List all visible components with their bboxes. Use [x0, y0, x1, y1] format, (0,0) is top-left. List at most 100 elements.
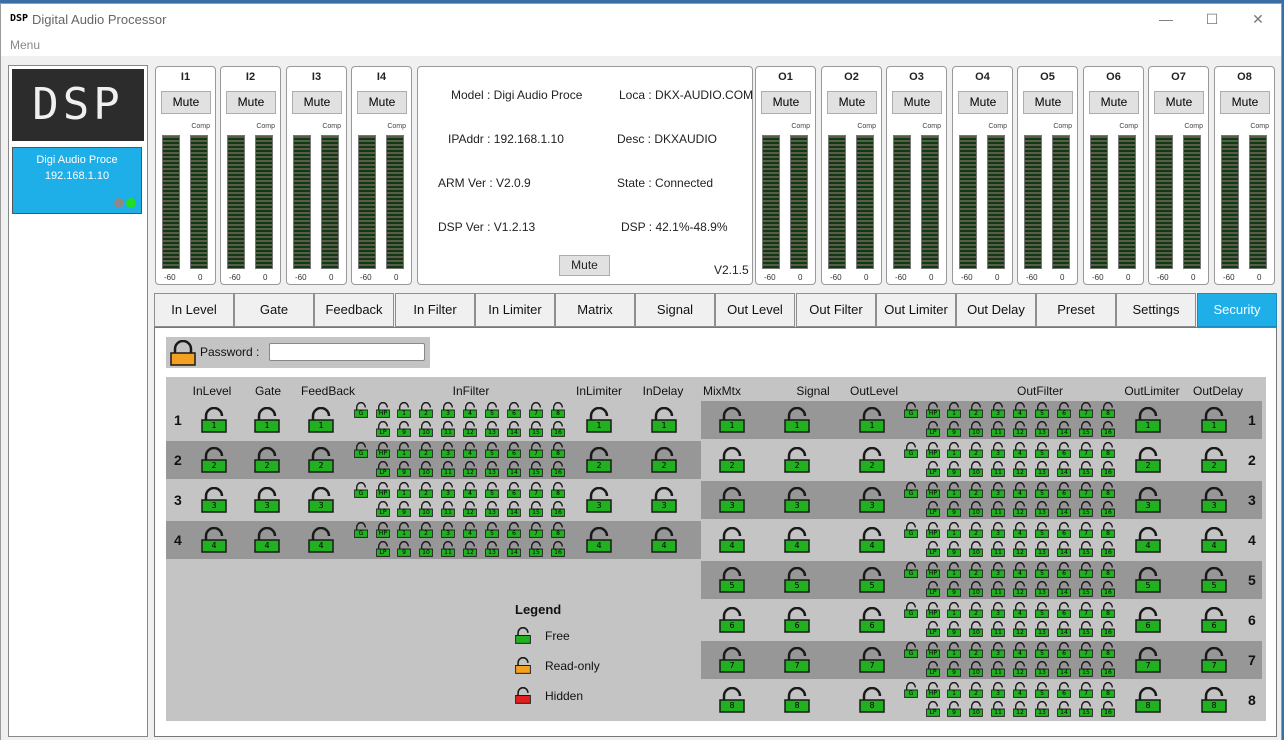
- lock-mixmtx-5[interactable]: 5: [719, 567, 745, 593]
- lock-outfilter-top-8[interactable]: 3: [991, 682, 1005, 698]
- tab-matrix[interactable]: Matrix: [555, 293, 635, 327]
- lock-outfilter-top-6[interactable]: 7: [1079, 602, 1093, 618]
- lock-outfilter-bottom-8[interactable]: 13: [1035, 701, 1049, 717]
- lock-outfilter-top-4[interactable]: 6: [1057, 522, 1071, 538]
- lock-outfilter-bottom-6[interactable]: 9: [947, 621, 961, 637]
- lock-signal-5[interactable]: 5: [784, 567, 810, 593]
- lock-outfilter-bottom-7[interactable]: 15: [1079, 661, 1093, 677]
- lock-inlevel-2[interactable]: 2: [201, 447, 227, 473]
- lock-infilter-top-3[interactable]: 2: [419, 482, 433, 498]
- lock-outfilter-top-7[interactable]: 2: [969, 642, 983, 658]
- lock-outfilter-top-6[interactable]: 2: [969, 602, 983, 618]
- lock-infilter-top-1[interactable]: 5: [485, 402, 499, 418]
- lock-outfilter-top-4[interactable]: 8: [1101, 522, 1115, 538]
- lock-inlevel-4[interactable]: 4: [201, 527, 227, 553]
- minimize-icon[interactable]: —: [1159, 11, 1173, 27]
- lock-outfilter-bottom-6[interactable]: 14: [1057, 621, 1071, 637]
- lock-infilter-top-2[interactable]: 5: [485, 442, 499, 458]
- lock-outfilter-bottom-2[interactable]: 12: [1013, 461, 1027, 477]
- lock-infilter-bottom-1[interactable]: LP: [376, 421, 390, 437]
- lock-outfilter-top-7[interactable]: 7: [1079, 642, 1093, 658]
- lock-outdelay-2[interactable]: 2: [1201, 447, 1227, 473]
- lock-outfilter-bottom-3[interactable]: 16: [1101, 501, 1115, 517]
- lock-outfilter-top-7[interactable]: 1: [947, 642, 961, 658]
- channel-mute-button[interactable]: Mute: [161, 91, 211, 114]
- lock-outfilter-top-1[interactable]: 1: [947, 402, 961, 418]
- tab-in-filter[interactable]: In Filter: [395, 293, 475, 327]
- lock-outfilter-bottom-1[interactable]: 9: [947, 421, 961, 437]
- lock-outfilter-top-1[interactable]: HP: [926, 402, 940, 418]
- lock-outfilter-top-3[interactable]: G: [904, 482, 918, 498]
- lock-outfilter-bottom-3[interactable]: LP: [926, 501, 940, 517]
- lock-outfilter-top-2[interactable]: 2: [969, 442, 983, 458]
- lock-outfilter-top-6[interactable]: G: [904, 602, 918, 618]
- lock-outfilter-top-7[interactable]: 8: [1101, 642, 1115, 658]
- lock-gate-3[interactable]: 3: [254, 487, 280, 513]
- lock-outfilter-bottom-5[interactable]: 15: [1079, 581, 1093, 597]
- lock-infilter-bottom-1[interactable]: 16: [551, 421, 565, 437]
- close-icon[interactable]: ✕: [1252, 11, 1264, 27]
- lock-infilter-bottom-4[interactable]: 10: [419, 541, 433, 557]
- lock-outlevel-6[interactable]: 6: [859, 607, 885, 633]
- lock-outfilter-bottom-7[interactable]: 9: [947, 661, 961, 677]
- tab-preset[interactable]: Preset: [1036, 293, 1116, 327]
- lock-mixmtx-8[interactable]: 8: [719, 687, 745, 713]
- lock-outfilter-top-7[interactable]: 3: [991, 642, 1005, 658]
- lock-outdelay-4[interactable]: 4: [1201, 527, 1227, 553]
- lock-signal-2[interactable]: 2: [784, 447, 810, 473]
- lock-outdelay-6[interactable]: 6: [1201, 607, 1227, 633]
- tab-signal[interactable]: Signal: [635, 293, 715, 327]
- lock-outfilter-bottom-2[interactable]: 15: [1079, 461, 1093, 477]
- lock-outfilter-top-8[interactable]: G: [904, 682, 918, 698]
- lock-mixmtx-2[interactable]: 2: [719, 447, 745, 473]
- lock-infilter-bottom-3[interactable]: 12: [463, 501, 477, 517]
- lock-signal-6[interactable]: 6: [784, 607, 810, 633]
- lock-inlevel-3[interactable]: 3: [201, 487, 227, 513]
- lock-outfilter-bottom-4[interactable]: 14: [1057, 541, 1071, 557]
- lock-infilter-bottom-1[interactable]: 15: [529, 421, 543, 437]
- lock-outlimiter-4[interactable]: 4: [1135, 527, 1161, 553]
- channel-mute-button[interactable]: Mute: [1023, 91, 1073, 114]
- lock-outfilter-top-6[interactable]: 8: [1101, 602, 1115, 618]
- lock-infilter-bottom-4[interactable]: 12: [463, 541, 477, 557]
- lock-infilter-top-3[interactable]: 7: [529, 482, 543, 498]
- channel-mute-button[interactable]: Mute: [1154, 91, 1204, 114]
- lock-outfilter-top-2[interactable]: G: [904, 442, 918, 458]
- lock-outdelay-3[interactable]: 3: [1201, 487, 1227, 513]
- lock-outfilter-top-7[interactable]: G: [904, 642, 918, 658]
- lock-feedback-4[interactable]: 4: [308, 527, 334, 553]
- lock-outfilter-bottom-5[interactable]: 16: [1101, 581, 1115, 597]
- lock-infilter-bottom-4[interactable]: 13: [485, 541, 499, 557]
- lock-mixmtx-4[interactable]: 4: [719, 527, 745, 553]
- lock-outfilter-top-5[interactable]: HP: [926, 562, 940, 578]
- lock-outfilter-bottom-8[interactable]: 12: [1013, 701, 1027, 717]
- lock-infilter-top-2[interactable]: 8: [551, 442, 565, 458]
- lock-outfilter-top-6[interactable]: 6: [1057, 602, 1071, 618]
- lock-outfilter-bottom-6[interactable]: 12: [1013, 621, 1027, 637]
- lock-outfilter-top-2[interactable]: 7: [1079, 442, 1093, 458]
- lock-outfilter-bottom-8[interactable]: 14: [1057, 701, 1071, 717]
- lock-outlimiter-1[interactable]: 1: [1135, 407, 1161, 433]
- tab-settings[interactable]: Settings: [1116, 293, 1196, 327]
- lock-outfilter-top-4[interactable]: 5: [1035, 522, 1049, 538]
- lock-outfilter-bottom-7[interactable]: LP: [926, 661, 940, 677]
- lock-outfilter-bottom-2[interactable]: 9: [947, 461, 961, 477]
- device-card[interactable]: Digi Audio Proce 192.168.1.10: [12, 147, 142, 214]
- lock-infilter-top-3[interactable]: 1: [397, 482, 411, 498]
- lock-outfilter-bottom-5[interactable]: 13: [1035, 581, 1049, 597]
- lock-mixmtx-6[interactable]: 6: [719, 607, 745, 633]
- lock-infilter-bottom-3[interactable]: 14: [507, 501, 521, 517]
- lock-signal-1[interactable]: 1: [784, 407, 810, 433]
- lock-infilter-top-4[interactable]: HP: [376, 522, 390, 538]
- lock-infilter-bottom-2[interactable]: 12: [463, 461, 477, 477]
- lock-outfilter-bottom-1[interactable]: LP: [926, 421, 940, 437]
- lock-infilter-top-1[interactable]: 1: [397, 402, 411, 418]
- lock-outfilter-top-3[interactable]: 2: [969, 482, 983, 498]
- lock-outfilter-bottom-7[interactable]: 14: [1057, 661, 1071, 677]
- lock-outfilter-top-6[interactable]: 5: [1035, 602, 1049, 618]
- lock-signal-4[interactable]: 4: [784, 527, 810, 553]
- lock-inlimiter-4[interactable]: 4: [586, 527, 612, 553]
- tab-feedback[interactable]: Feedback: [314, 293, 394, 327]
- lock-infilter-bottom-1[interactable]: 9: [397, 421, 411, 437]
- lock-outdelay-5[interactable]: 5: [1201, 567, 1227, 593]
